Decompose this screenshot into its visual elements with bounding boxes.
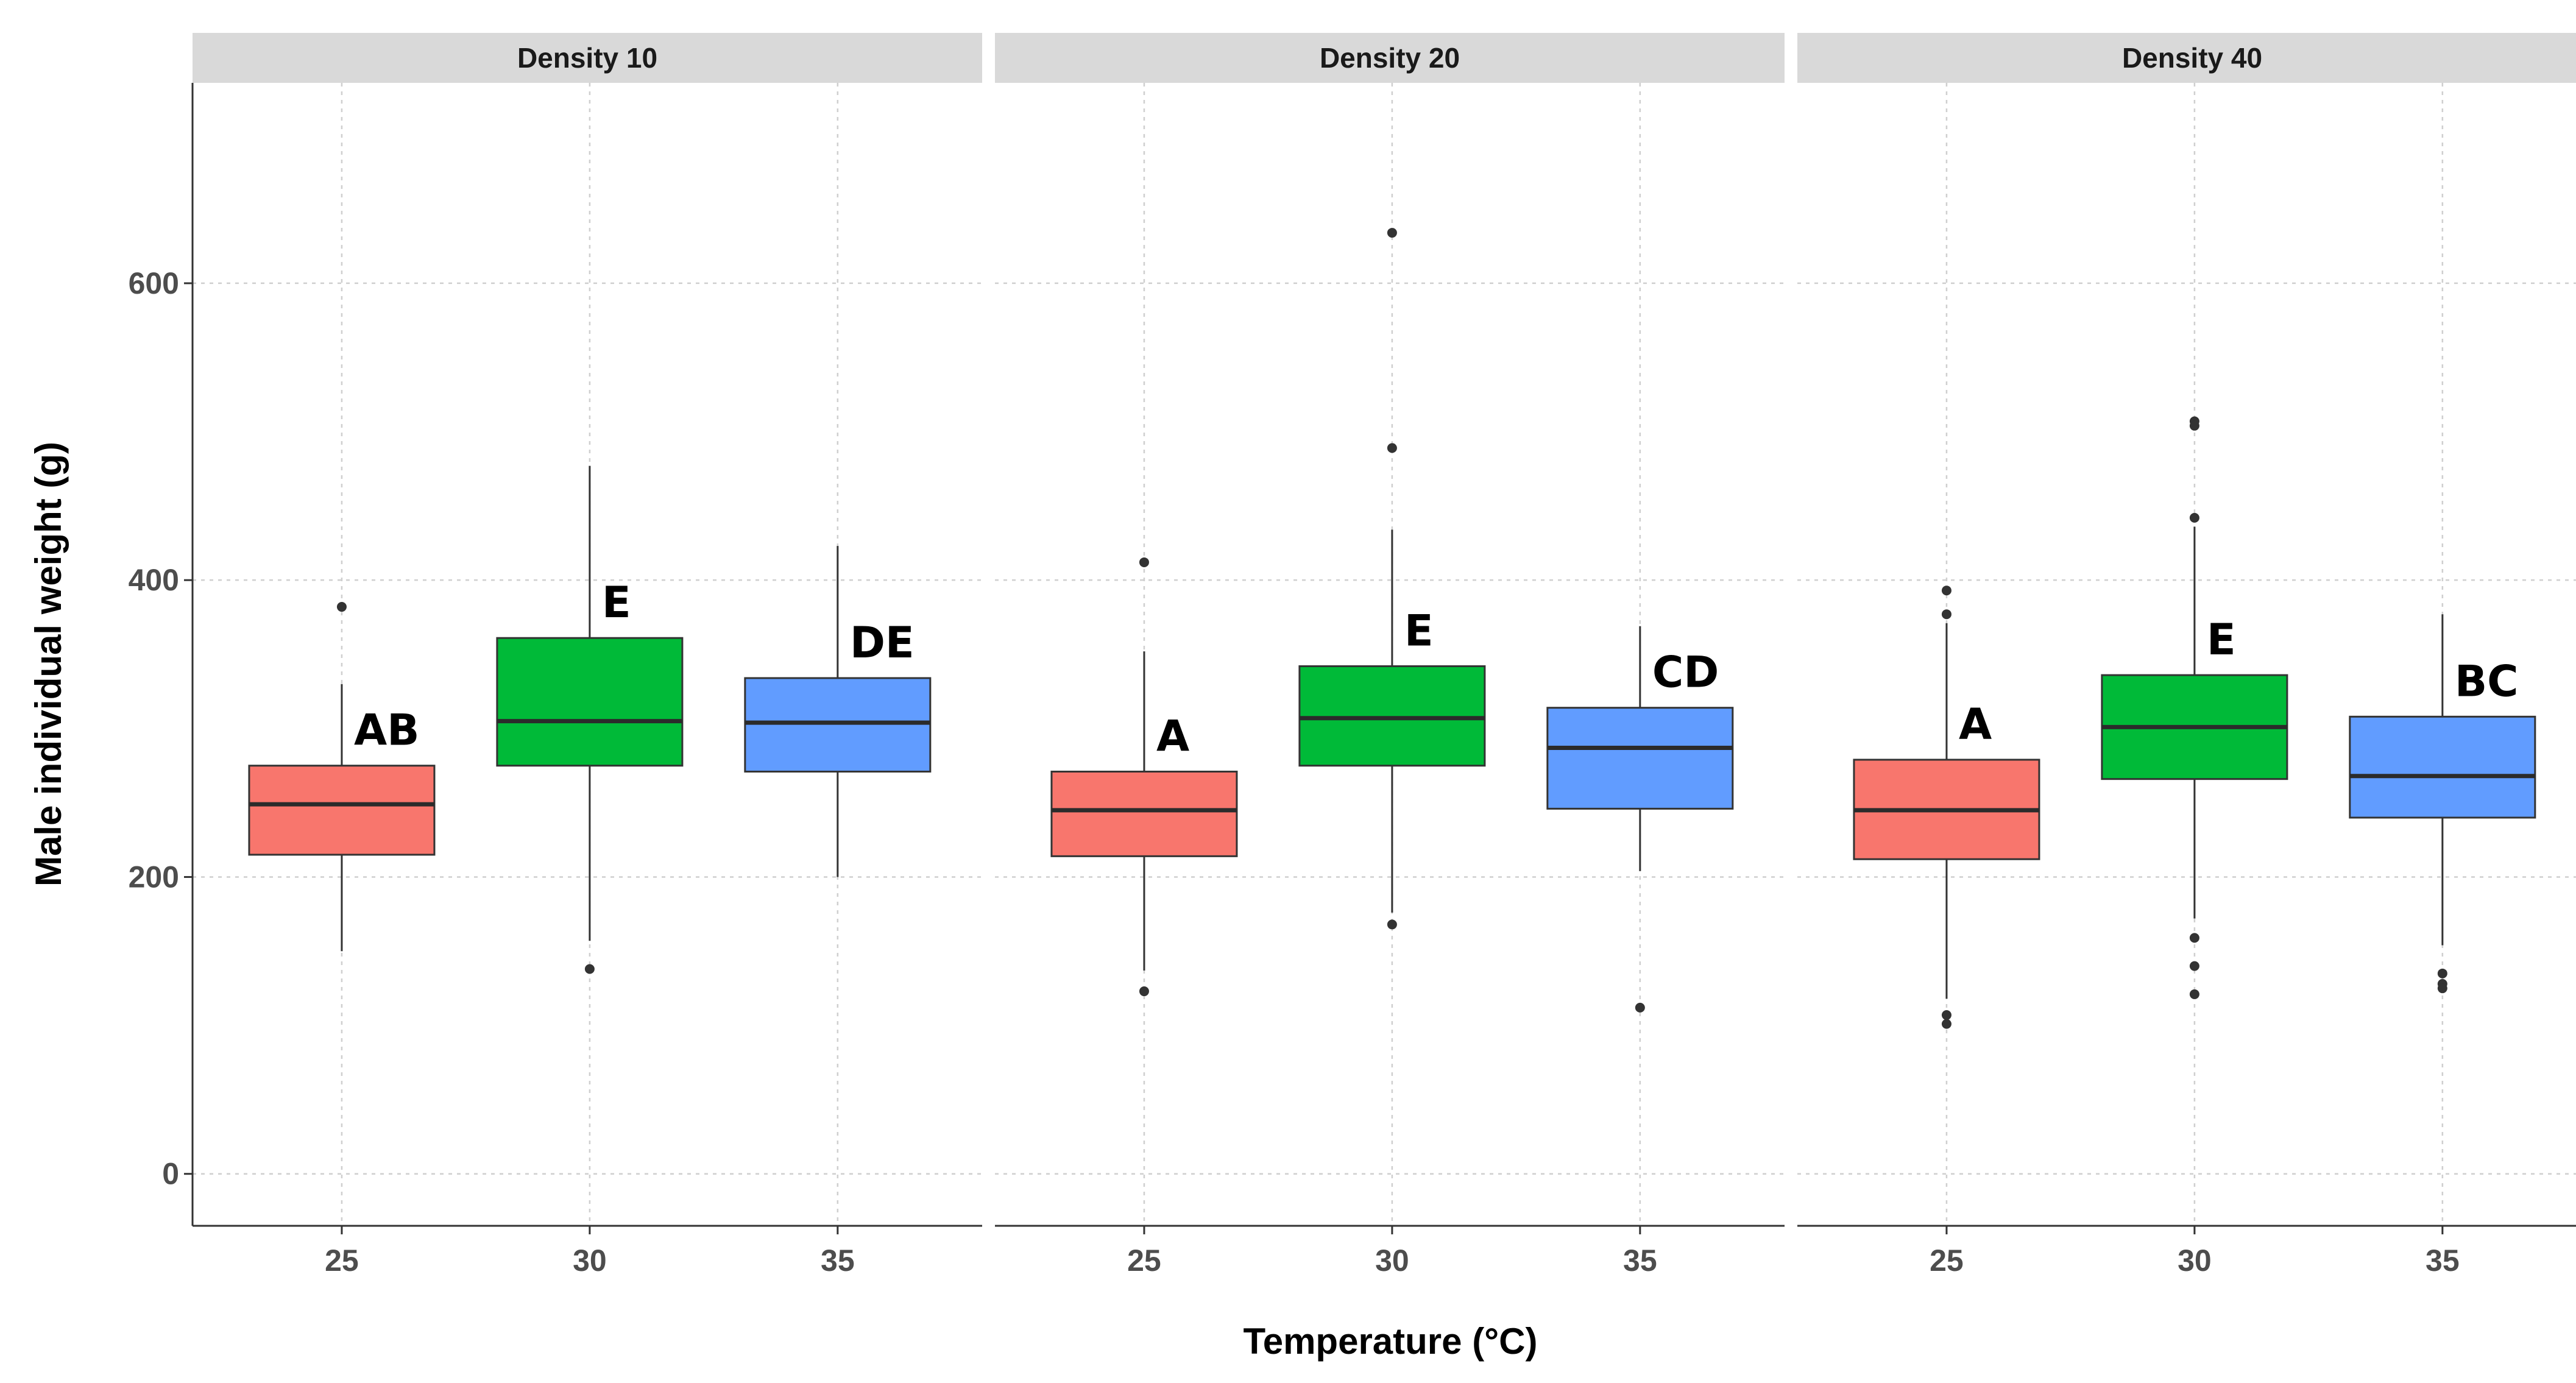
significance-letter: E	[602, 578, 631, 628]
outlier-point	[1139, 986, 1149, 997]
box-30: E	[1298, 228, 1486, 930]
outlier-point	[1139, 557, 1149, 567]
outlier-point	[336, 602, 347, 612]
iqr-box	[2349, 715, 2536, 819]
outlier-point	[584, 964, 595, 974]
box-30: E	[2101, 416, 2288, 999]
facet-strip-label: Density 20	[1320, 42, 1460, 74]
significance-letter: E	[1404, 606, 1434, 656]
facet-panel-3: Density 40 A E BC 25 30 35	[1797, 33, 2576, 1278]
x-tick-label: 35	[2426, 1243, 2460, 1278]
box-30: E	[496, 465, 684, 974]
significance-letter: A	[1156, 711, 1189, 761]
significance-letter: BC	[2455, 656, 2519, 706]
outlier-point	[2189, 989, 2199, 999]
iqr-box	[248, 765, 436, 856]
y-tick-label: 200	[129, 860, 179, 894]
iqr-box	[496, 637, 684, 767]
outlier-point	[1387, 228, 1397, 238]
outlier-point	[1941, 585, 1951, 596]
x-tick-label: 25	[1930, 1243, 1964, 1278]
x-tick-label: 30	[1375, 1243, 1409, 1278]
facet-strip-label: Density 40	[2122, 42, 2262, 74]
outlier-point	[2189, 512, 2199, 523]
facet-strip	[995, 33, 1785, 83]
box-25: A	[1050, 557, 1238, 997]
facet-panels: Density 10 AB E DE 25 30 35 Density 20 A E CD 25 30 3…	[193, 33, 2576, 1278]
outlier-point	[1387, 443, 1397, 453]
facet-strip	[1797, 33, 2576, 83]
y-tick-label: 600	[129, 266, 179, 300]
box-35: DE	[744, 546, 932, 877]
x-tick-label: 25	[1127, 1243, 1161, 1278]
facet-panel-2: Density 20 A E CD 25 30 35	[995, 33, 1785, 1278]
iqr-box	[1298, 665, 1486, 767]
outlier-point	[1635, 1002, 1645, 1013]
outlier-point	[2189, 420, 2199, 431]
x-tick-label: 30	[573, 1243, 607, 1278]
y-tick-label: 0	[162, 1157, 179, 1191]
x-axis-title: Temperature (°C)	[1244, 1321, 1538, 1362]
outlier-point	[2437, 983, 2447, 994]
x-tick-label: 35	[821, 1243, 855, 1278]
panel-background	[995, 83, 1785, 1226]
significance-letter: AB	[354, 706, 420, 755]
outlier-point	[1941, 609, 1951, 620]
y-tick-label: 400	[129, 563, 179, 597]
outlier-point	[2189, 961, 2199, 971]
x-tick-label: 35	[1623, 1243, 1657, 1278]
outlier-point	[1387, 919, 1397, 930]
y-axis-title: Male individual weight (g)	[28, 442, 69, 886]
significance-letter: E	[2207, 615, 2236, 665]
box-25: A	[1853, 585, 2040, 1029]
outlier-point	[1941, 1010, 1951, 1020]
significance-letter: CD	[1652, 648, 1719, 698]
box-35: BC	[2349, 614, 2536, 994]
outlier-point	[2189, 933, 2199, 943]
facet-strip	[193, 33, 982, 83]
iqr-box	[1050, 770, 1238, 857]
outlier-point	[2437, 968, 2447, 978]
facet-panel-1: Density 10 AB E DE 25 30 35	[193, 33, 982, 1278]
significance-letter: A	[1959, 699, 1992, 749]
panel-background	[1797, 83, 2576, 1226]
x-tick-label: 25	[325, 1243, 359, 1278]
facet-strip-label: Density 10	[517, 42, 657, 74]
box-35: CD	[1546, 626, 1734, 1013]
iqr-box	[1546, 707, 1734, 810]
outlier-point	[1941, 1019, 1951, 1029]
x-tick-label: 30	[2178, 1243, 2212, 1278]
y-axis: 0 200 400 600	[129, 83, 194, 1226]
box-25: AB	[248, 602, 436, 952]
significance-letter: DE	[850, 618, 915, 668]
iqr-box	[744, 677, 932, 773]
